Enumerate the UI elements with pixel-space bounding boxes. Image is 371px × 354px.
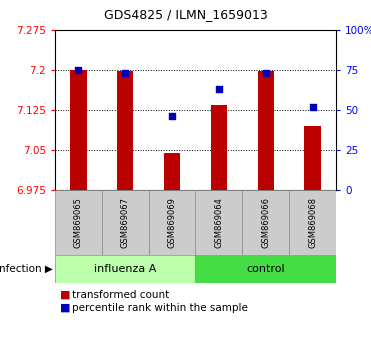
Bar — [164, 153, 180, 190]
Text: transformed count: transformed count — [72, 290, 169, 300]
Text: GSM869068: GSM869068 — [308, 197, 317, 248]
Text: GSM869066: GSM869066 — [261, 197, 270, 248]
Text: ■: ■ — [60, 303, 70, 313]
Point — [75, 67, 81, 73]
Point — [122, 70, 128, 76]
Text: GSM869065: GSM869065 — [74, 197, 83, 248]
Bar — [289, 190, 336, 255]
Text: ■: ■ — [60, 290, 70, 300]
Bar — [211, 105, 227, 190]
Text: GSM869069: GSM869069 — [168, 197, 177, 248]
Bar — [242, 190, 289, 255]
Bar — [117, 71, 134, 190]
Point — [263, 70, 269, 76]
Text: GSM869064: GSM869064 — [214, 197, 223, 248]
Text: GDS4825 / ILMN_1659013: GDS4825 / ILMN_1659013 — [104, 8, 267, 21]
Bar — [55, 255, 196, 283]
Text: control: control — [246, 264, 285, 274]
Bar — [102, 190, 149, 255]
Bar — [196, 190, 242, 255]
Point — [216, 86, 222, 92]
Text: infection ▶: infection ▶ — [0, 264, 53, 274]
Text: influenza A: influenza A — [94, 264, 157, 274]
Text: percentile rank within the sample: percentile rank within the sample — [72, 303, 248, 313]
Bar — [55, 190, 102, 255]
Bar — [257, 71, 274, 190]
Bar — [70, 70, 86, 190]
Bar — [196, 255, 336, 283]
Bar — [304, 126, 321, 190]
Point — [310, 104, 316, 110]
Text: GSM869067: GSM869067 — [121, 197, 130, 248]
Bar — [149, 190, 196, 255]
Point — [169, 114, 175, 119]
